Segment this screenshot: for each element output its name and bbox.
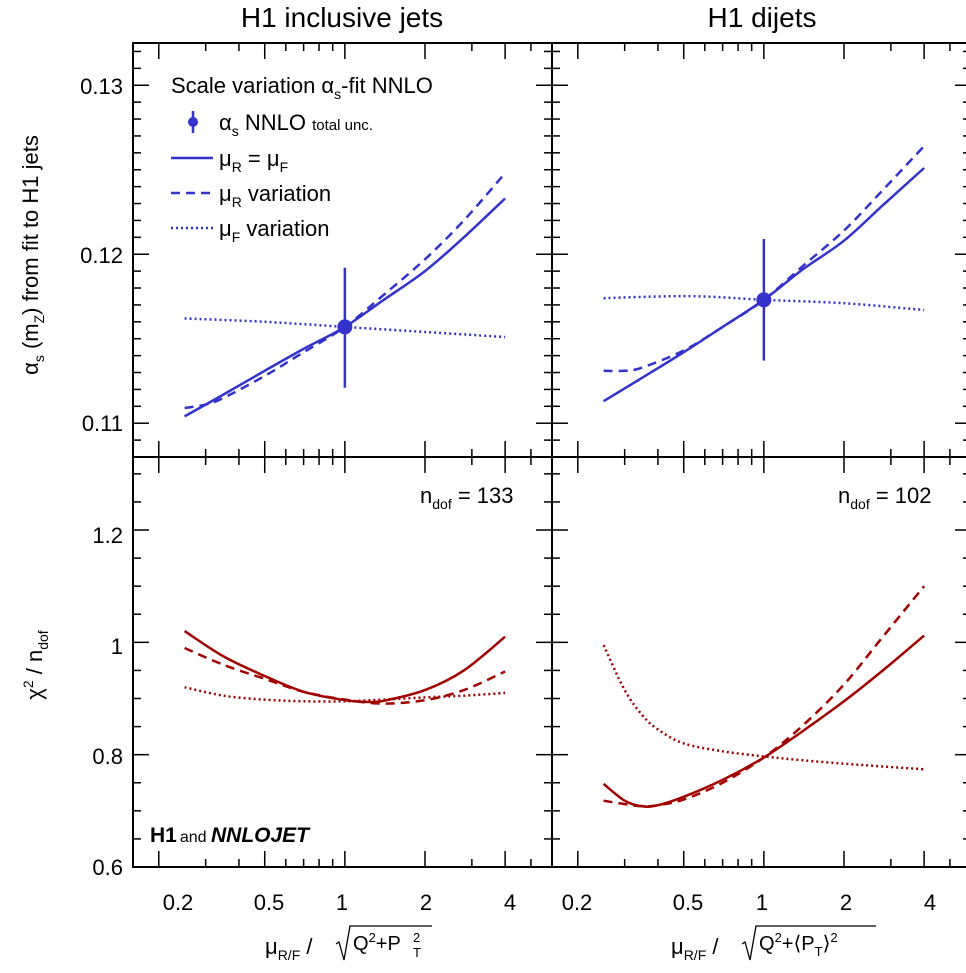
series-line-dotted [603, 294, 925, 312]
series-line-dashed [603, 585, 926, 808]
ytick-label: 1.2 [92, 523, 123, 548]
chart-series [183, 145, 926, 808]
ytick-label: 0.11 [82, 411, 123, 436]
svg-text:μR/F /: μR/F / [265, 934, 313, 963]
xtick-label: 0.5 [254, 890, 285, 915]
h1-nnlojet-logo: H1 and NNLOJET [150, 824, 311, 847]
series-line-dashed [184, 172, 507, 410]
legend-solid-label: μR = μF [219, 146, 288, 175]
xtick-label: 2 [840, 890, 852, 915]
svg-text:2: 2 [413, 930, 420, 945]
axis-ticks [133, 43, 966, 867]
xtick-label: 4 [504, 890, 516, 915]
svg-text:μR/F /: μR/F / [671, 934, 719, 963]
ytick-label: 0.13 [80, 74, 123, 99]
legend-dashed-label: μR variation [219, 181, 331, 210]
title-left: H1 inclusive jets [241, 2, 443, 33]
legend-title: Scale variation αs-fit NNLO [171, 73, 433, 102]
legend: Scale variation αs-fit NNLO αs NNLO tota… [171, 73, 433, 245]
xlabel-left: μR/F / Q2+P 2 T [265, 925, 432, 963]
ytick-label: 0.12 [80, 243, 123, 268]
legend-dotted-label: μF variation [219, 216, 330, 245]
series-line-solid [602, 634, 925, 808]
xtick-label: 4 [924, 890, 936, 915]
ylabel-bottom: χ2 / ndof [20, 630, 51, 700]
xtick-label: 1 [336, 890, 348, 915]
alphas-point [756, 292, 772, 308]
series-line-dashed [184, 646, 506, 705]
series-line-dashed [603, 145, 926, 373]
legend-point-label: αs NNLO total unc. [219, 110, 373, 139]
legend-point-marker [188, 117, 198, 127]
panel-bottom-left [132, 456, 553, 868]
panel-top-left [132, 42, 553, 458]
ylabel-top: αs (mZ) from fit to H1 jets [18, 135, 47, 375]
series-line-solid [183, 630, 506, 704]
ytick-label: 0.6 [92, 855, 123, 880]
ytick-label: 0.8 [92, 744, 123, 769]
svg-text:T: T [413, 945, 421, 960]
xlabel-right: μR/F / Q2+⟨PT⟩2 [671, 925, 876, 963]
panel-bottom-right [551, 456, 966, 868]
xtick-label: 1 [756, 890, 768, 915]
series-line-dotted [184, 686, 506, 703]
series-line-dotted [602, 644, 925, 771]
ytick-label: 1 [111, 634, 123, 659]
title-right: H1 dijets [708, 2, 817, 33]
xtick-label: 0.5 [673, 890, 704, 915]
xtick-label: 0.2 [163, 890, 194, 915]
alphas-point [337, 319, 353, 335]
svg-text:Q2+P: Q2+P [353, 930, 401, 955]
xtick-label: 2 [420, 890, 432, 915]
ndof-right: ndof = 102 [838, 483, 932, 512]
xtick-label: 0.2 [562, 890, 593, 915]
svg-text:Q2+⟨PT⟩2: Q2+⟨PT⟩2 [759, 930, 838, 959]
ndof-left: ndof = 133 [420, 483, 514, 512]
